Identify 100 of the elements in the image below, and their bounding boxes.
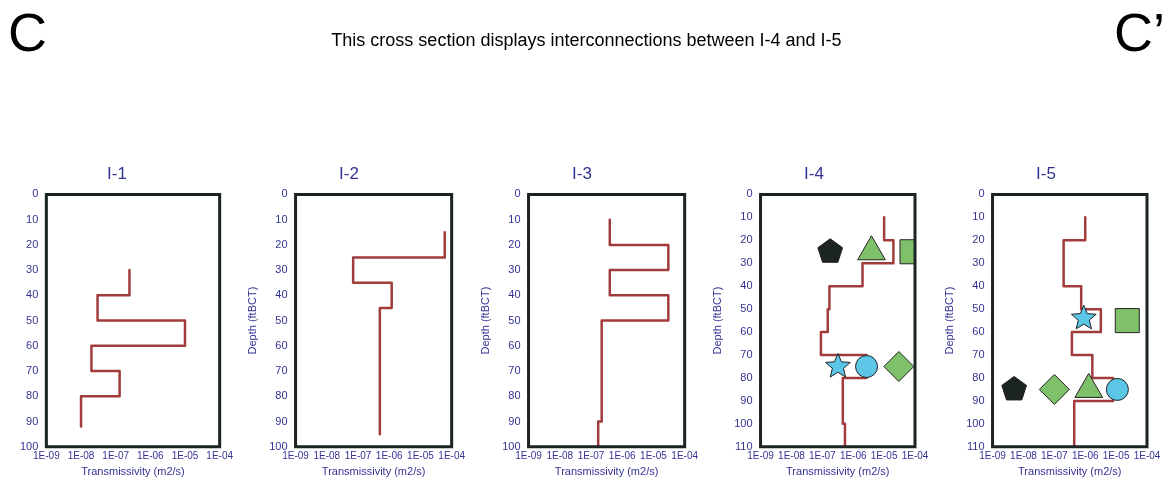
chart-title: I-3 xyxy=(571,163,592,183)
x-tick-label: 1E-04 xyxy=(670,449,698,461)
y-tick-label: 80 xyxy=(740,370,753,383)
y-tick-label: 80 xyxy=(26,389,39,402)
y-tick-label: 20 xyxy=(275,237,288,250)
x-tick-label: 1E-07 xyxy=(808,449,836,461)
y-tick-label: 0 xyxy=(32,187,39,200)
y-tick-label: 50 xyxy=(972,302,985,315)
x-tick-label: 1E-08 xyxy=(1010,449,1038,461)
y-tick-label: 20 xyxy=(972,233,985,246)
y-tick-label: 100 xyxy=(269,439,288,452)
y-tick-label: 10 xyxy=(507,212,521,225)
x-tick-label: 1E-07 xyxy=(577,449,605,461)
chart-title: I-4 xyxy=(803,163,824,183)
y-tick-label: 10 xyxy=(740,210,753,223)
y-tick-label: 90 xyxy=(972,393,985,406)
y-axis-title: Depth (ftBCT) xyxy=(942,286,955,355)
x-tick-label: 1E-04 xyxy=(206,449,234,461)
y-axis-title: Depth (ftBCT) xyxy=(245,286,258,355)
y-tick-label: 100 xyxy=(733,416,753,429)
x-tick-label: 1E-06 xyxy=(839,449,867,461)
y-tick-label: 40 xyxy=(972,279,985,292)
x-tick-label: 1E-08 xyxy=(545,449,574,461)
x-tick-label: 1E-07 xyxy=(344,449,373,461)
y-tick-label: 60 xyxy=(26,338,39,351)
y-tick-label: 0 xyxy=(513,187,521,200)
x-axis-title: Transmissivity (m2/s) xyxy=(554,465,658,478)
y-tick-label: 40 xyxy=(275,288,288,301)
y-tick-label: 110 xyxy=(967,439,985,452)
x-tick-label: 1E-07 xyxy=(102,449,130,461)
y-tick-label: 80 xyxy=(507,389,521,402)
y-tick-label: 90 xyxy=(507,414,521,427)
x-tick-label: 1E-09 xyxy=(514,449,542,461)
y-tick-label: 10 xyxy=(26,212,39,225)
x-tick-label: 1E-05 xyxy=(171,449,199,461)
chart-title: I-5 xyxy=(1036,163,1056,183)
x-tick-label: 1E-06 xyxy=(1071,449,1099,461)
y-tick-label: 70 xyxy=(740,348,753,361)
y-tick-label: 50 xyxy=(507,313,521,326)
y-tick-label: 60 xyxy=(740,325,753,338)
y-tick-label: 30 xyxy=(507,263,521,276)
x-tick-label: 1E-07 xyxy=(1040,449,1069,461)
x-tick-label: 1E-05 xyxy=(639,449,667,461)
x-tick-label: 1E-04 xyxy=(438,449,466,461)
y-axis-title: Depth (ftBCT) xyxy=(478,286,491,355)
y-tick-label: 80 xyxy=(275,389,288,402)
y-tick-label: 20 xyxy=(26,237,39,250)
y-tick-label: 110 xyxy=(734,439,753,452)
x-tick-label: 1E-04 xyxy=(1133,449,1161,461)
y-tick-label: 50 xyxy=(275,313,288,326)
y-tick-label: 10 xyxy=(275,212,288,225)
y-tick-label: 70 xyxy=(275,364,288,377)
x-tick-label: 1E-05 xyxy=(407,449,435,461)
y-tick-label: 20 xyxy=(740,233,753,246)
y-tick-label: 30 xyxy=(972,256,985,269)
y-tick-label: 90 xyxy=(26,414,39,427)
y-tick-label: 90 xyxy=(275,414,288,427)
y-axis-title: Depth (ftBCT) xyxy=(710,286,723,355)
y-tick-label: 60 xyxy=(972,325,985,338)
x-axis-title: Transmissivity (m2/s) xyxy=(785,465,890,478)
y-tick-label: 70 xyxy=(972,348,985,361)
y-tick-label: 70 xyxy=(507,364,521,377)
x-axis-title: Transmissivity (m2/s) xyxy=(322,465,426,478)
y-tick-label: 90 xyxy=(740,393,753,406)
y-tick-label: 50 xyxy=(26,313,39,326)
x-tick-label: 1E-06 xyxy=(376,449,404,461)
text: This cross section displays interconnections between I-4 and I-5 xyxy=(331,30,842,50)
y-tick-label: 80 xyxy=(972,370,985,383)
y-tick-label: 70 xyxy=(26,364,39,377)
y-tick-label: 40 xyxy=(26,288,39,301)
x-tick-label: 1E-06 xyxy=(608,449,636,461)
y-tick-label: 100 xyxy=(501,439,521,452)
x-tick-label: 1E-08 xyxy=(67,449,95,461)
chart-title: I-2 xyxy=(339,163,360,183)
y-tick-label: 100 xyxy=(19,439,39,452)
y-tick-label: 30 xyxy=(740,256,753,269)
text: C’ xyxy=(1114,1,1165,64)
x-tick-label: 1E-08 xyxy=(313,449,341,461)
y-tick-label: 30 xyxy=(26,263,39,276)
y-tick-label: 10 xyxy=(972,210,985,223)
x-axis-title: Transmissivity (m2/s) xyxy=(1018,465,1122,478)
y-tick-label: 20 xyxy=(507,237,521,250)
y-tick-label: 60 xyxy=(275,338,288,351)
x-tick-label: 1E-09 xyxy=(746,449,775,461)
y-tick-label: 30 xyxy=(275,263,288,276)
x-tick-label: 1E-09 xyxy=(33,449,61,461)
y-tick-label: 100 xyxy=(966,416,985,429)
x-tick-label: 1E-04 xyxy=(901,449,929,461)
chart-title: I-1 xyxy=(107,163,127,183)
x-tick-label: 1E-05 xyxy=(1102,449,1130,461)
y-tick-label: 0 xyxy=(746,187,753,200)
y-tick-label: 0 xyxy=(978,187,985,200)
y-tick-label: 0 xyxy=(281,187,288,200)
x-tick-label: 1E-05 xyxy=(870,449,898,461)
x-tick-label: 1E-09 xyxy=(282,449,310,461)
y-tick-label: 40 xyxy=(740,279,753,292)
text: C xyxy=(8,1,47,64)
y-tick-label: 50 xyxy=(740,302,753,315)
x-tick-label: 1E-06 xyxy=(136,449,165,461)
x-axis-title: Transmissivity (m2/s) xyxy=(81,465,185,478)
